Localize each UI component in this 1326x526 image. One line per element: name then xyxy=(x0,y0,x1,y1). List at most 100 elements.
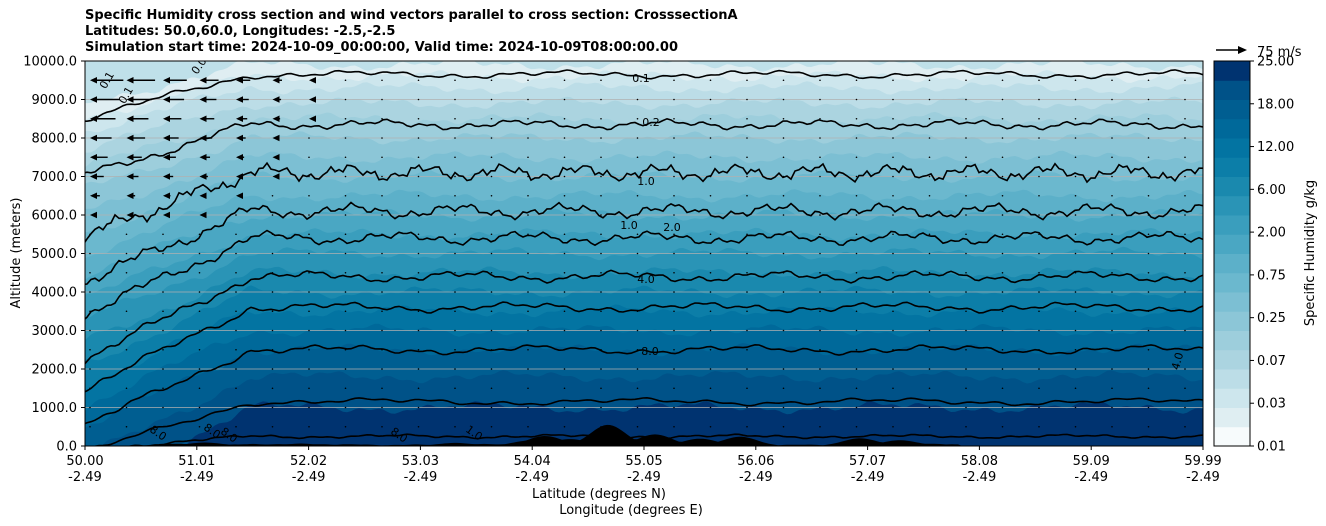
wind-vector-dot xyxy=(746,329,748,332)
wind-vector-dot xyxy=(1147,214,1150,216)
wind-vector-dot xyxy=(381,329,383,332)
wind-vector-dot xyxy=(855,137,858,139)
wind-vector-dot xyxy=(417,214,420,216)
wind-vector-dot xyxy=(1184,329,1186,332)
quiver-key-arrow-icon xyxy=(1238,46,1247,54)
wind-vector-dot xyxy=(344,156,347,159)
wind-vector-dot xyxy=(527,156,529,159)
wind-vector-dot xyxy=(162,252,164,255)
wind-vector-dot xyxy=(1111,271,1113,274)
wind-vector-dot xyxy=(271,271,274,274)
wind-vector-head xyxy=(272,154,280,161)
x-tick-label-lat: 58.08 xyxy=(961,454,998,469)
wind-vector-dot xyxy=(563,79,566,82)
wind-vector-head xyxy=(163,173,170,180)
wind-vector-head xyxy=(199,192,207,199)
wind-vector-dot xyxy=(819,233,821,236)
wind-vector-dot xyxy=(89,233,91,236)
wind-vector-dot xyxy=(928,233,931,236)
wind-vector-dot xyxy=(636,98,639,101)
colorbar-segment xyxy=(1214,388,1250,408)
wind-vector-dot xyxy=(1147,348,1150,351)
wind-vector-dot xyxy=(1001,117,1004,120)
wind-vector-head xyxy=(236,173,243,180)
x-tick-label-lat: 50.00 xyxy=(66,454,103,469)
wind-vector-dot xyxy=(1001,271,1004,274)
wind-vector-dot xyxy=(454,117,456,120)
wind-vector-head xyxy=(163,134,170,142)
grid-lines xyxy=(85,99,1203,408)
terrain-area xyxy=(85,424,1203,446)
wind-vector-head xyxy=(90,154,97,161)
wind-vector-dot xyxy=(162,425,164,428)
wind-vector-dot xyxy=(1184,425,1186,428)
wind-vector-dot xyxy=(1147,117,1150,120)
wind-vector-dot xyxy=(709,79,712,82)
wind-vector-head xyxy=(272,134,280,142)
wind-vector-dot xyxy=(673,117,675,120)
y-tick-label: 5000.0 xyxy=(32,247,78,262)
wind-vector-dot xyxy=(1111,310,1113,313)
wind-vector-dot xyxy=(709,406,712,409)
wind-vector-dot xyxy=(1111,387,1113,390)
wind-vector-dot xyxy=(235,406,237,409)
contour-line xyxy=(85,161,1203,244)
x-axis-label-longitude: Longitude (degrees E) xyxy=(559,503,703,518)
colorbar-tick-label: 6.00 xyxy=(1257,183,1286,198)
wind-vector-dot xyxy=(819,252,821,255)
wind-vector-dot xyxy=(89,329,91,332)
wind-vector-dot xyxy=(271,368,274,370)
colorbar-tick-label: 0.25 xyxy=(1257,311,1286,326)
wind-vector-dot xyxy=(1111,79,1113,82)
wind-vector-dot xyxy=(1038,175,1040,178)
wind-vector-dot xyxy=(344,329,347,332)
wind-vector-dot xyxy=(965,214,967,216)
wind-vector-dot xyxy=(271,425,274,428)
wind-vector-dot xyxy=(673,137,675,139)
wind-vector-dot xyxy=(308,291,310,293)
wind-vector-dot xyxy=(892,348,894,351)
wind-vector-dot xyxy=(892,117,894,120)
wind-vector-dot xyxy=(198,233,201,236)
wind-vector-dot xyxy=(1111,406,1113,409)
wind-vector-dot xyxy=(235,310,237,313)
wind-vector-dot xyxy=(1147,329,1150,332)
wind-vector-dot xyxy=(381,406,383,409)
wind-vector-dot xyxy=(344,98,347,101)
wind-vector-dot xyxy=(782,271,785,274)
wind-vector-dot xyxy=(381,233,383,236)
wind-vector-dot xyxy=(235,329,237,332)
wind-vector-head xyxy=(236,154,243,161)
wind-vector-dot xyxy=(928,348,931,351)
wind-vector-dot xyxy=(454,194,456,197)
wind-vector-dot xyxy=(855,252,858,255)
wind-vector-dot xyxy=(855,233,858,236)
wind-vector-dot xyxy=(417,387,420,390)
contour-label: 2.0 xyxy=(663,221,681,234)
wind-vector-dot xyxy=(892,233,894,236)
wind-vector-dot xyxy=(125,368,128,370)
wind-vector-dot xyxy=(636,79,639,82)
wind-vector-dot xyxy=(673,425,675,428)
wind-vector-dot xyxy=(928,79,931,82)
wind-vector-dot xyxy=(1074,406,1077,409)
wind-vector-dot xyxy=(1184,79,1186,82)
wind-vector-dot xyxy=(1038,329,1040,332)
x-tick-label-lat: 55.05 xyxy=(625,454,662,469)
wind-vector-dot xyxy=(819,117,821,120)
wind-vector-dot xyxy=(819,194,821,197)
wind-vector-dot xyxy=(965,175,967,178)
colorbar-segment xyxy=(1214,369,1250,389)
colorbar-segment xyxy=(1214,61,1250,81)
wind-vector-dot xyxy=(1038,387,1040,390)
wind-vector-dot xyxy=(454,79,456,82)
wind-vector-dot xyxy=(1001,291,1004,293)
wind-vector-dot xyxy=(563,368,566,370)
y-tick-label: 1000.0 xyxy=(32,401,78,416)
wind-vector-dot xyxy=(527,214,529,216)
colorbar-segment xyxy=(1214,311,1250,331)
wind-vector-dot xyxy=(125,291,128,293)
wind-vector-dot xyxy=(308,156,310,159)
wind-vector-dot xyxy=(454,175,456,178)
wind-vector-dot xyxy=(819,98,821,101)
